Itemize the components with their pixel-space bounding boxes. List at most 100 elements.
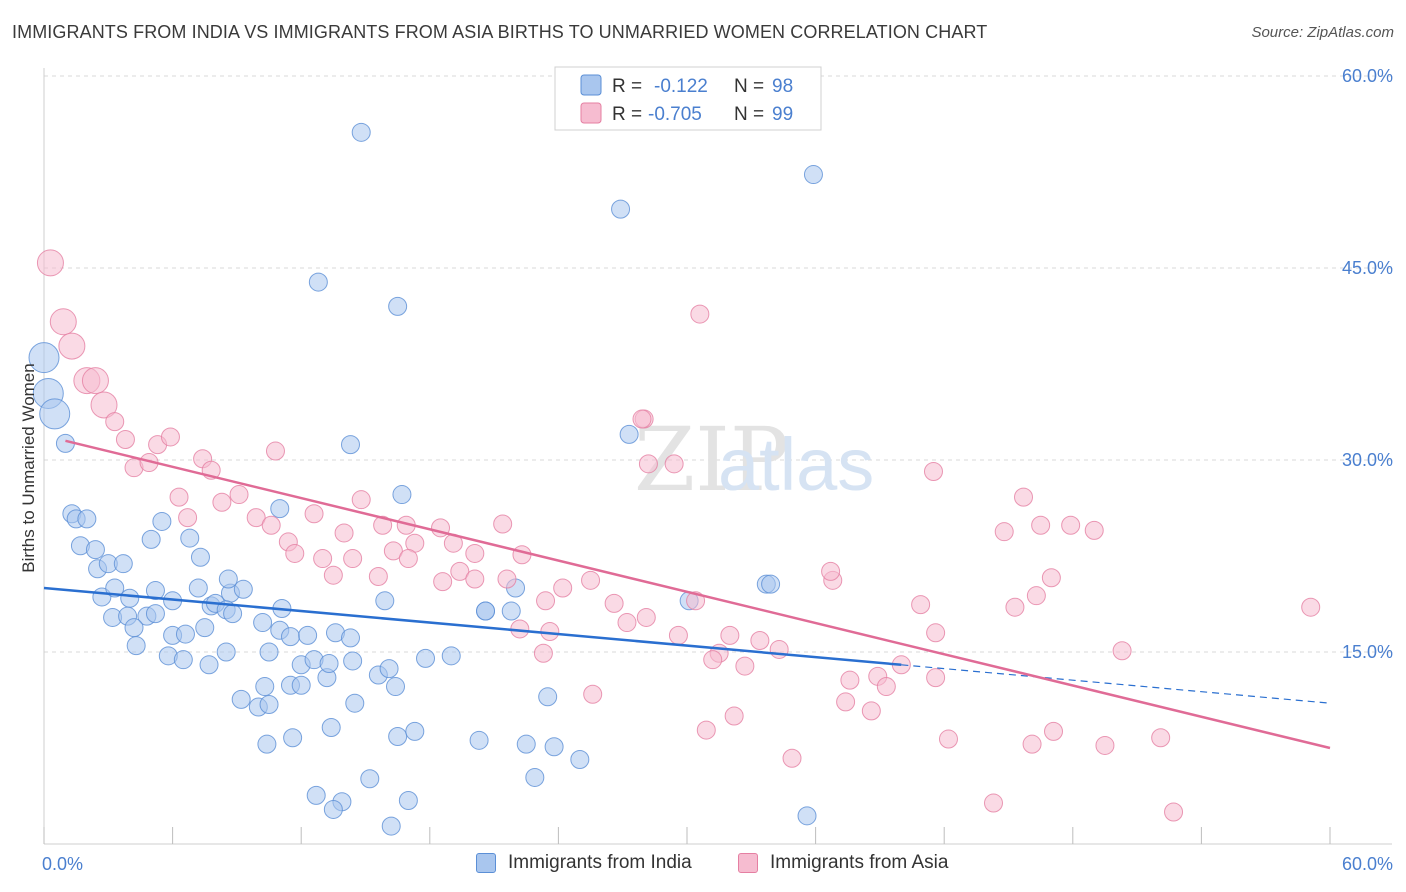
india-point-93 bbox=[308, 272, 328, 292]
asia-point-6 bbox=[105, 412, 125, 432]
asia-point-77 bbox=[1112, 641, 1132, 661]
asia-point-38 bbox=[398, 549, 418, 569]
asia-point-75 bbox=[1044, 721, 1064, 741]
asia-point-39 bbox=[323, 565, 343, 585]
india-points bbox=[28, 122, 823, 836]
asia-point-9 bbox=[160, 427, 180, 447]
legend-item-asia: Immigrants from Asia bbox=[738, 852, 948, 874]
asia-point-37 bbox=[383, 541, 403, 561]
y-tick-label-2: 45.0% bbox=[1342, 258, 1393, 278]
india-point-49 bbox=[441, 646, 461, 666]
asia-point-49 bbox=[636, 607, 656, 627]
asia-point-84 bbox=[994, 522, 1014, 542]
asia-point-20 bbox=[261, 515, 281, 535]
asia-point-55 bbox=[750, 630, 770, 650]
chart-title: IMMIGRANTS FROM INDIA VS IMMIGRANTS FROM… bbox=[12, 22, 988, 42]
asia-point-5 bbox=[90, 391, 118, 419]
asia-point-31 bbox=[465, 543, 485, 563]
tick-labels: 15.0% 30.0% 45.0% 60.0% 0.0% 60.0% bbox=[42, 66, 1393, 874]
asia-point-47 bbox=[604, 593, 624, 613]
india-point-92 bbox=[388, 296, 408, 316]
asia-point-96 bbox=[911, 595, 931, 615]
asia-point-48 bbox=[617, 613, 637, 633]
y-tick-label-3: 60.0% bbox=[1342, 66, 1393, 86]
india-point-8 bbox=[85, 540, 105, 560]
asia-point-65 bbox=[583, 684, 603, 704]
axes bbox=[43, 68, 1392, 845]
asia-point-78 bbox=[1151, 728, 1171, 748]
asia-point-45 bbox=[553, 578, 573, 598]
asia-point-91 bbox=[664, 454, 684, 474]
india-point-64 bbox=[516, 734, 536, 754]
india-point-63 bbox=[469, 730, 489, 750]
trend-lines bbox=[43, 439, 1331, 750]
asia-point-60 bbox=[735, 656, 755, 676]
legend-bottom-label-india: Immigrants from India bbox=[508, 852, 692, 873]
asia-point-50 bbox=[686, 591, 706, 611]
legend-top: R = -0.122 N = 98 R = -0.705 N = 99 bbox=[554, 66, 822, 131]
asia-point-25 bbox=[351, 490, 371, 510]
india-point-39 bbox=[173, 650, 193, 670]
india-point-82 bbox=[152, 511, 172, 531]
legend-swatch-india bbox=[580, 74, 602, 96]
y-axis-label: Births to Unmarried Women bbox=[19, 363, 38, 572]
india-point-90 bbox=[476, 601, 496, 621]
india-point-58 bbox=[321, 718, 341, 738]
asia-point-63 bbox=[876, 677, 896, 697]
asia-point-67 bbox=[724, 706, 744, 726]
india-point-28 bbox=[253, 613, 273, 633]
asia-point-17 bbox=[212, 492, 232, 512]
legend-n-label-asia: N = bbox=[734, 104, 764, 125]
asia-point-89 bbox=[923, 462, 943, 482]
asia-point-80 bbox=[1301, 597, 1321, 617]
asia-point-46 bbox=[581, 570, 601, 590]
legend-n-value-india: 98 bbox=[772, 76, 793, 97]
asia-point-82 bbox=[1041, 568, 1061, 588]
asia-point-23 bbox=[304, 504, 324, 524]
asia-point-94 bbox=[926, 668, 946, 688]
asia-point-57 bbox=[533, 643, 553, 663]
india-point-59 bbox=[257, 734, 277, 754]
asia-point-68 bbox=[836, 692, 856, 712]
legend-n-value-asia: 99 bbox=[772, 104, 793, 125]
asia-point-42 bbox=[465, 569, 485, 589]
india-point-48 bbox=[416, 648, 436, 668]
chart-source: Source: ZipAtlas.com bbox=[1251, 24, 1394, 41]
asia-point-26 bbox=[373, 515, 393, 535]
india-point-60 bbox=[283, 728, 303, 748]
india-trend-line bbox=[43, 586, 902, 667]
india-point-13 bbox=[105, 578, 125, 598]
legend-bottom-swatch-india bbox=[476, 853, 496, 873]
india-point-52 bbox=[291, 675, 311, 695]
asia-point-22 bbox=[285, 543, 305, 563]
asia-point-18 bbox=[229, 485, 249, 505]
india-point-27 bbox=[223, 604, 243, 624]
asia-point-69 bbox=[861, 701, 881, 721]
india-point-84 bbox=[180, 528, 200, 548]
india-point-45 bbox=[343, 651, 363, 671]
asia-point-54 bbox=[720, 625, 740, 645]
india-point-50 bbox=[255, 677, 275, 697]
x-tick-label-0: 0.0% bbox=[42, 854, 83, 874]
x-tick-label-1: 60.0% bbox=[1342, 854, 1393, 874]
asia-point-33 bbox=[512, 545, 532, 565]
legend-r-label-india: R = bbox=[612, 76, 642, 97]
legend-n-label-india: N = bbox=[734, 76, 764, 97]
india-point-74 bbox=[525, 767, 545, 787]
india-point-11 bbox=[113, 554, 133, 574]
asia-point-83 bbox=[1014, 487, 1034, 507]
asia-point-85 bbox=[1031, 515, 1051, 535]
asia-point-66 bbox=[696, 720, 716, 740]
asia-point-87 bbox=[1084, 520, 1104, 540]
india-point-19 bbox=[233, 579, 253, 599]
india-point-89 bbox=[319, 654, 339, 674]
asia-point-36 bbox=[368, 566, 388, 586]
asia-point-73 bbox=[983, 793, 1003, 813]
india-point-6 bbox=[77, 509, 97, 529]
asia-point-19 bbox=[246, 508, 266, 528]
india-point-14 bbox=[120, 588, 140, 608]
y-tick-label-1: 30.0% bbox=[1342, 450, 1393, 470]
india-point-15 bbox=[145, 581, 165, 601]
asia-point-43 bbox=[497, 569, 517, 589]
legend-bottom-label-asia: Immigrants from Asia bbox=[770, 852, 949, 873]
